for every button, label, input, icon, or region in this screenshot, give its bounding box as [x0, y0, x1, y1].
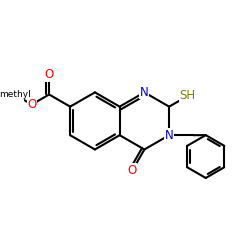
Text: O: O — [128, 164, 137, 177]
Text: O: O — [27, 98, 36, 111]
Text: methyl: methyl — [0, 90, 30, 99]
Text: N: N — [140, 86, 149, 99]
Text: SH: SH — [180, 90, 196, 102]
Text: O: O — [44, 68, 54, 81]
Text: N: N — [165, 129, 173, 142]
